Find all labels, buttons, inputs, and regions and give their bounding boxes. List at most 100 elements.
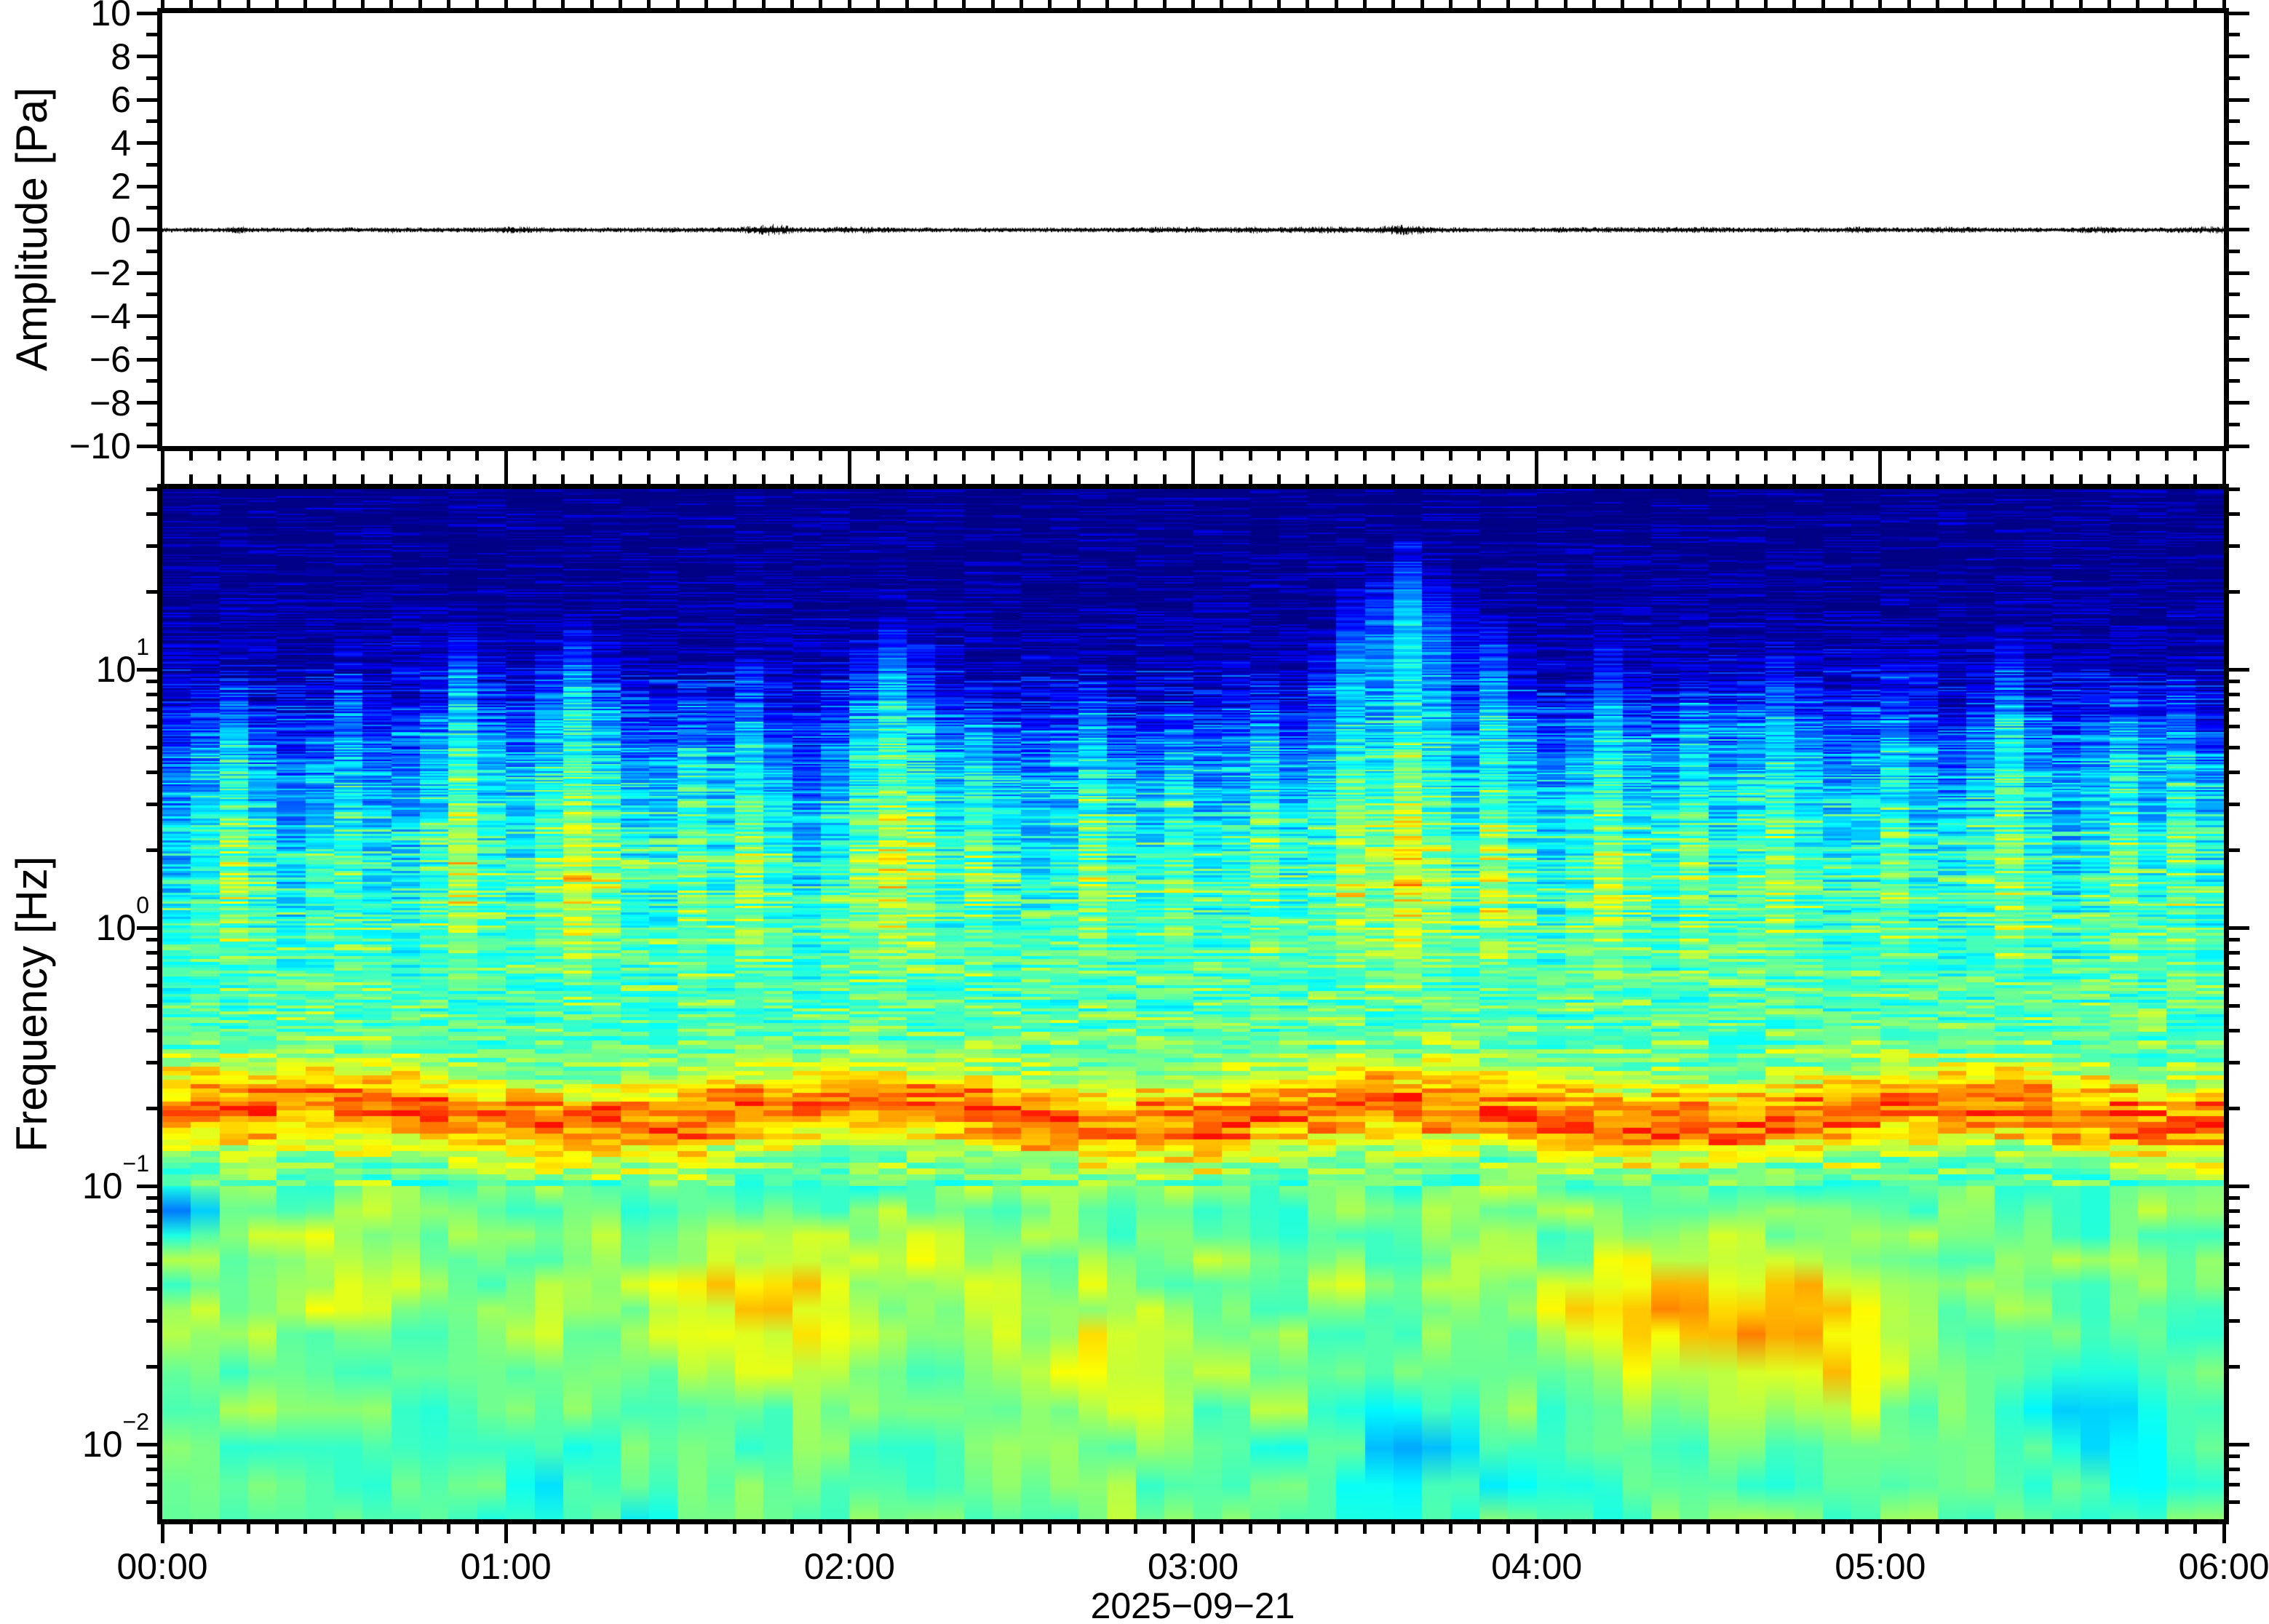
time-tick xyxy=(361,0,365,8)
time-tick xyxy=(619,1524,622,1534)
time-tick xyxy=(1191,465,1195,484)
amplitude-y-tick xyxy=(2229,119,2240,123)
amplitude-y-tick xyxy=(2229,228,2249,231)
time-tick xyxy=(1535,451,1538,470)
time-tick xyxy=(189,0,193,8)
spectrogram-heatmap-canvas xyxy=(162,489,2224,1519)
time-tick xyxy=(275,474,279,484)
time-tick xyxy=(161,465,164,484)
frequency-y-tick xyxy=(2229,487,2240,491)
time-tick-label: 06:00 xyxy=(2178,1546,2269,1587)
time-tick xyxy=(2193,0,2197,8)
time-tick xyxy=(790,451,794,461)
frequency-y-tick xyxy=(146,544,157,548)
frequency-y-tick xyxy=(2229,1196,2240,1200)
frequency-tick-label: 100 xyxy=(95,891,149,949)
time-tick xyxy=(561,1524,565,1534)
time-tick xyxy=(333,1524,336,1534)
time-tick xyxy=(1477,451,1481,461)
frequency-y-tick xyxy=(146,848,157,852)
frequency-y-tick xyxy=(2229,1483,2240,1486)
time-tick xyxy=(1650,451,1653,461)
time-tick xyxy=(1391,451,1395,461)
time-tick xyxy=(1907,1524,1911,1534)
frequency-y-tick xyxy=(2229,746,2240,749)
time-tick xyxy=(1736,0,1739,8)
time-tick xyxy=(962,474,966,484)
frequency-y-tick xyxy=(2229,668,2249,672)
time-tick xyxy=(1105,474,1109,484)
amplitude-y-tick xyxy=(2229,292,2240,296)
time-tick xyxy=(2193,474,2197,484)
time-tick xyxy=(1335,474,1338,484)
time-tick xyxy=(247,1524,250,1534)
time-tick-label: 00:00 xyxy=(116,1546,208,1587)
amplitude-y-tick xyxy=(146,379,157,383)
time-tick xyxy=(1134,474,1137,484)
frequency-y-tick xyxy=(2229,848,2240,852)
amplitude-y-tick xyxy=(2229,336,2240,340)
time-tick xyxy=(275,1524,279,1534)
frequency-y-tick xyxy=(2229,771,2240,774)
time-tick xyxy=(1105,451,1109,461)
amplitude-y-tick xyxy=(146,76,157,80)
time-tick xyxy=(1420,0,1424,8)
time-tick xyxy=(333,0,336,8)
time-tick xyxy=(704,0,708,8)
time-tick xyxy=(1706,474,1710,484)
time-tick xyxy=(1821,1524,1825,1534)
date-label: 2025−09−21 xyxy=(1090,1585,1295,1624)
amplitude-tick-label: −4 xyxy=(89,295,131,337)
time-tick xyxy=(676,451,680,461)
amplitude-tick-label: −2 xyxy=(89,252,131,293)
time-tick xyxy=(2107,474,2111,484)
time-tick xyxy=(504,1524,508,1543)
time-tick xyxy=(1535,1524,1538,1543)
time-tick xyxy=(2050,451,2054,461)
time-tick xyxy=(962,1524,966,1534)
frequency-y-tick xyxy=(146,1483,157,1486)
time-tick xyxy=(418,0,422,8)
frequency-y-tick xyxy=(146,1262,157,1266)
time-tick xyxy=(447,1524,450,1534)
time-tick xyxy=(790,0,794,8)
frequency-y-tick xyxy=(146,771,157,774)
frequency-y-tick xyxy=(146,693,157,696)
amplitude-y-tick xyxy=(137,55,157,58)
time-tick xyxy=(2022,1524,2025,1534)
time-tick xyxy=(418,474,422,484)
time-tick xyxy=(1936,0,1939,8)
time-tick xyxy=(303,474,307,484)
time-tick xyxy=(1220,0,1223,8)
time-tick xyxy=(1506,0,1510,8)
time-tick xyxy=(475,474,479,484)
time-tick xyxy=(590,474,594,484)
amplitude-y-tick xyxy=(146,33,157,36)
time-tick xyxy=(1878,1524,1882,1543)
time-tick xyxy=(819,1524,822,1534)
frequency-y-tick xyxy=(2229,680,2240,683)
time-tick xyxy=(1821,474,1825,484)
time-tick xyxy=(1564,451,1567,461)
frequency-y-tick xyxy=(2229,1262,2240,1266)
amplitude-tick-label: 6 xyxy=(111,79,131,120)
frequency-y-tick xyxy=(2229,966,2240,970)
amplitude-y-tick xyxy=(2229,163,2240,167)
time-tick xyxy=(561,451,565,461)
time-tick-label: 05:00 xyxy=(1835,1546,1926,1587)
time-tick xyxy=(619,474,622,484)
frequency-y-tick xyxy=(2229,512,2240,516)
time-tick xyxy=(1163,1524,1167,1534)
time-tick xyxy=(704,451,708,461)
frequency-y-tick xyxy=(2229,1242,2240,1246)
time-tick xyxy=(1306,474,1309,484)
time-tick xyxy=(962,0,966,8)
time-tick xyxy=(504,465,508,484)
time-tick xyxy=(1907,474,1911,484)
amplitude-y-tick xyxy=(2229,12,2249,15)
time-tick xyxy=(1506,1524,1510,1534)
time-tick xyxy=(1020,1524,1023,1534)
frequency-y-tick xyxy=(2229,693,2240,696)
time-tick xyxy=(1020,451,1023,461)
